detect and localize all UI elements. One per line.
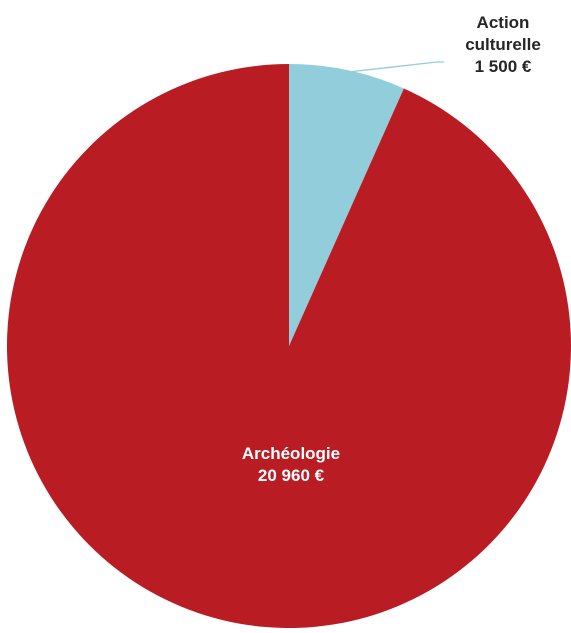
pie-slice-1 — [6, 64, 571, 628]
leader-lines-layer — [347, 61, 444, 73]
leader-line-0 — [347, 61, 444, 73]
pie-slice-0 — [289, 64, 404, 346]
slice-label-0-line-1: culturelle — [465, 35, 541, 54]
slice-value-label-1: 20 960 € — [258, 466, 325, 485]
labels-layer: Action culturelle 1 500 € Archéologie 20 960… — [242, 13, 541, 485]
slices-layer — [6, 64, 571, 628]
slice-label-1-line-0: Archéologie — [242, 444, 340, 463]
slice-label-0-line-0: Action — [477, 13, 530, 32]
slice-value-label-0: 1 500 € — [475, 57, 532, 76]
